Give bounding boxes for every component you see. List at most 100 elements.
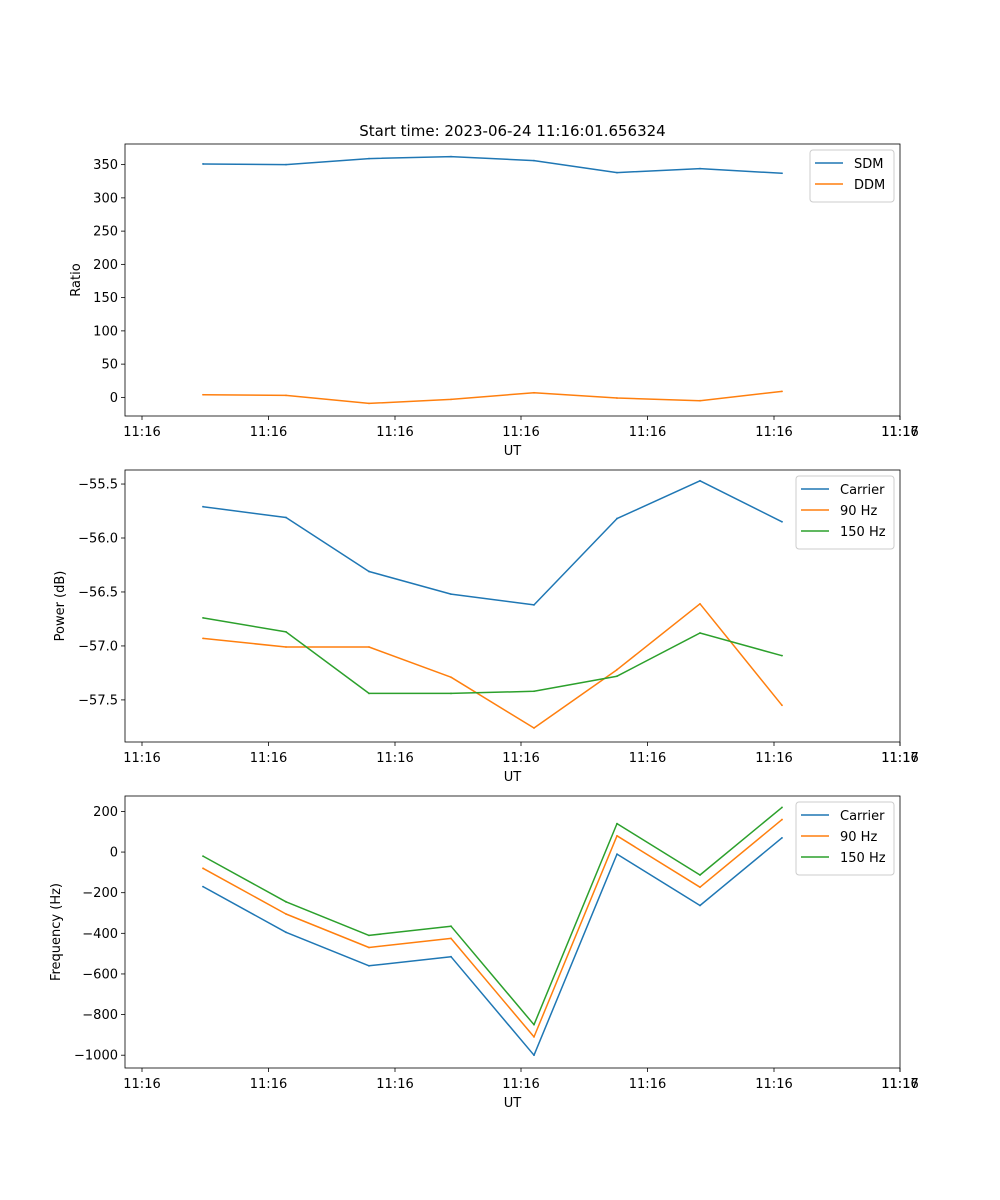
axes-frame — [124, 795, 901, 1069]
data-point-carrier-3 — [450, 593, 452, 596]
x-tick-label: 11:16 — [250, 751, 287, 766]
x-tick-label: 11:16 — [123, 1077, 160, 1092]
data-point-150-hz-4 — [533, 690, 535, 693]
legend-label-90-hz: 90 Hz — [840, 504, 877, 519]
data-point-carrier-5 — [616, 517, 618, 520]
data-point-carrier-2 — [368, 570, 370, 573]
y-tick-label: 350 — [93, 158, 118, 173]
data-point-ddm-0 — [202, 393, 204, 396]
data-point-sdm-0 — [202, 163, 204, 165]
x-tick-label: 11:16 — [502, 1077, 539, 1092]
data-point-carrier-1 — [285, 931, 287, 934]
x-tick-label: 11:16 — [881, 1077, 918, 1092]
legend: SDM DDM — [809, 149, 895, 203]
data-point-carrier-6 — [699, 904, 701, 907]
x-tick-label: 11:16 — [250, 425, 287, 440]
data-point-150-hz-6 — [699, 874, 701, 876]
data-point-90-hz-3 — [450, 676, 452, 679]
x-tick-label: 11:17 — [881, 425, 918, 440]
legend-label-150-hz: 150 Hz — [840, 525, 886, 540]
x-tick-label: 11:17 — [881, 1077, 918, 1092]
y-tick-label: −200 — [82, 886, 118, 901]
legend-label-sdm: SDM — [854, 157, 883, 172]
x-tick-label: 11:16 — [123, 751, 160, 766]
x-tick-label: 11:16 — [755, 1077, 792, 1092]
y-tick-label: −55.5 — [78, 478, 118, 493]
data-point-sdm-1 — [285, 163, 287, 166]
x-axis-label: UT — [504, 1096, 522, 1111]
data-point-90-hz-0 — [202, 867, 204, 870]
data-point-90-hz-5 — [616, 668, 618, 671]
x-tick-label: 11:16 — [250, 1077, 287, 1092]
data-point-150-hz-7 — [781, 806, 783, 809]
legend-label-carrier: Carrier — [840, 809, 885, 824]
data-point-90-hz-2 — [368, 646, 370, 648]
y-tick-label: −56.5 — [78, 585, 118, 600]
y-tick-label: −1000 — [74, 1049, 118, 1064]
data-point-carrier-2 — [368, 964, 370, 967]
data-point-ddm-1 — [285, 394, 287, 397]
y-tick-label: 200 — [93, 258, 118, 273]
data-point-150-hz-3 — [450, 692, 452, 695]
axes-frame — [124, 143, 901, 417]
data-point-90-hz-3 — [450, 937, 452, 940]
data-point-carrier-7 — [781, 520, 783, 523]
subplot-2: 11:16 11:16 11:16 11:16 11:16 11:16 11:1611:17… — [53, 469, 919, 785]
data-point-150-hz-5 — [616, 822, 618, 825]
data-point-sdm-6 — [699, 167, 701, 170]
data-point-150-hz-2 — [368, 934, 370, 937]
subplot-3: 11:16 11:16 11:16 11:16 11:16 11:16 11:1611:17… — [49, 795, 919, 1111]
y-axis-label: Frequency (Hz) — [49, 883, 64, 981]
data-point-150-hz-5 — [616, 675, 618, 678]
data-point-carrier-5 — [616, 853, 618, 855]
data-point-ddm-6 — [699, 399, 701, 402]
y-tick-label: −57.0 — [78, 639, 118, 654]
data-point-150-hz-7 — [781, 654, 783, 657]
axes-frame — [124, 469, 901, 743]
y-tick-label: 100 — [93, 324, 118, 339]
legend-label-carrier: Carrier — [840, 483, 885, 498]
subplot-1: 11:16 11:16 11:16 11:16 11:16 11:16 11:1611:17… — [69, 143, 919, 459]
data-point-90-hz-7 — [781, 704, 783, 707]
y-tick-label: −56.0 — [78, 532, 118, 547]
data-point-150-hz-1 — [285, 631, 287, 633]
y-tick-label: 0 — [110, 846, 118, 861]
data-point-ddm-5 — [616, 397, 618, 399]
data-point-90-hz-7 — [781, 818, 783, 821]
y-tick-label: 300 — [93, 191, 118, 206]
legend: Carrier 90 Hz 150 Hz — [795, 475, 895, 550]
x-tick-label: 11:16 — [376, 751, 413, 766]
data-point-carrier-0 — [202, 885, 204, 888]
data-point-90-hz-4 — [533, 727, 535, 729]
y-tick-label: −600 — [82, 967, 118, 982]
legend-label-90-hz: 90 Hz — [840, 830, 877, 845]
data-point-sdm-2 — [368, 157, 370, 160]
x-tick-label: 11:16 — [755, 751, 792, 766]
data-point-90-hz-5 — [616, 834, 618, 837]
x-tick-label: 11:16 — [881, 425, 918, 440]
x-tick-label: 11:16 — [376, 1077, 413, 1092]
data-point-ddm-7 — [781, 390, 783, 393]
data-point-carrier-3 — [450, 955, 452, 958]
data-point-sdm-3 — [450, 155, 452, 158]
x-tick-label: 11:16 — [629, 425, 666, 440]
data-point-carrier-4 — [533, 1054, 535, 1057]
series-line-carrier — [202, 837, 783, 1056]
legend: Carrier 90 Hz 150 Hz — [795, 801, 895, 876]
y-tick-label: 0 — [110, 391, 118, 406]
data-point-sdm-4 — [533, 159, 535, 162]
data-point-150-hz-4 — [533, 1023, 535, 1026]
x-axis-label: UT — [504, 770, 522, 785]
data-point-90-hz-2 — [368, 946, 370, 949]
series-line-carrier — [202, 480, 783, 606]
x-tick-label: 11:16 — [123, 425, 160, 440]
series-line-90-hz — [202, 819, 783, 1038]
data-point-90-hz-0 — [202, 637, 204, 640]
y-tick-label: 200 — [93, 805, 118, 820]
data-point-ddm-3 — [450, 398, 452, 401]
series-line-ddm — [202, 390, 783, 405]
data-point-carrier-4 — [533, 604, 535, 606]
y-axis-label: Ratio — [69, 263, 84, 296]
data-point-90-hz-1 — [285, 646, 287, 648]
